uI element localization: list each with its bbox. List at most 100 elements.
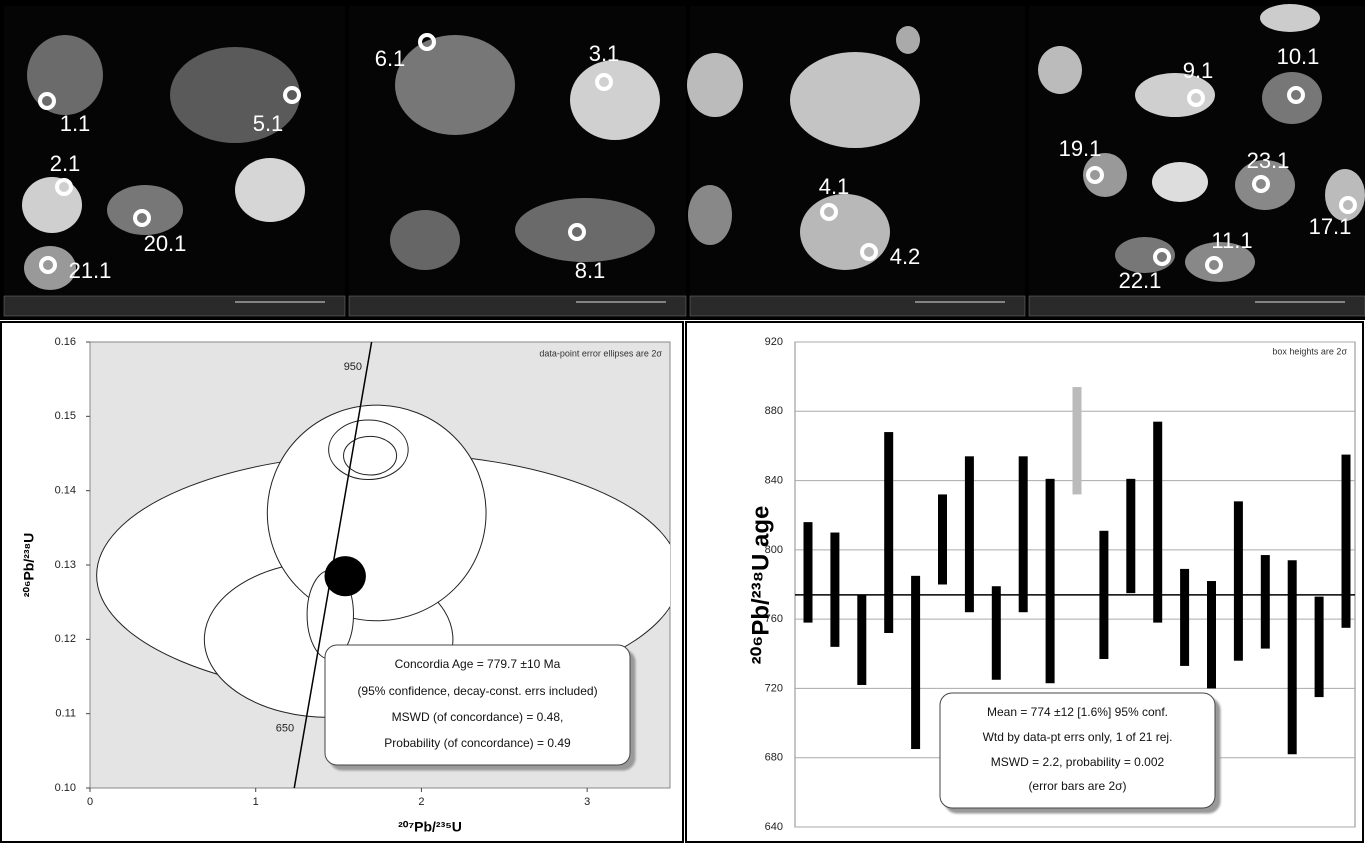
analysis-spot	[860, 243, 878, 261]
x-axis-label: ²⁰⁷Pb/²³⁵U	[398, 819, 462, 835]
error-box	[857, 594, 867, 685]
analysis-spot	[1205, 256, 1223, 274]
y-axis-label: ²⁰⁶Pb/²³⁸U age	[747, 506, 774, 665]
error-box	[911, 575, 921, 750]
analysis-spot	[1287, 86, 1305, 104]
spot-label: 11.1	[1211, 228, 1252, 253]
y-tick-label: 840	[765, 474, 783, 486]
note: box heights are 2σ	[1272, 346, 1347, 356]
spot-label: 2.1	[50, 151, 81, 176]
grain	[1083, 153, 1127, 197]
grain	[24, 246, 76, 290]
annotation-line: MSWD (of concordance) = 0.48,	[392, 710, 564, 724]
y-tick-label: 0.12	[55, 633, 76, 645]
error-box	[1153, 421, 1163, 623]
analysis-spot	[39, 256, 57, 274]
info-bar	[348, 295, 687, 317]
error-box	[964, 456, 974, 613]
spot-label: 6.1	[375, 46, 406, 71]
annotation-line: MSWD = 2.2, probability = 0.002	[991, 755, 1165, 769]
analysis-spot	[595, 73, 613, 91]
spot-label: 3.1	[589, 41, 620, 66]
error-box	[938, 494, 947, 585]
spot-label: 23.1	[1247, 148, 1290, 173]
y-tick-label: 0.16	[55, 336, 76, 348]
error-box	[1126, 478, 1136, 594]
spot-label: 4.2	[890, 244, 921, 269]
spot-label: 21.1	[69, 258, 112, 283]
y-tick-label: 0.14	[55, 485, 76, 497]
error-box	[991, 586, 1001, 680]
spot-label: 4.1	[819, 174, 850, 199]
annotation-box	[324, 644, 631, 766]
spot-label: 1.1	[60, 111, 91, 136]
note: data-point error ellipses are 2σ	[539, 348, 662, 358]
concordia-age-ellipse	[324, 556, 366, 597]
error-box	[1072, 387, 1082, 495]
error-box	[884, 432, 894, 633]
analysis-spot	[1252, 175, 1270, 193]
annotation-line: Concordia Age = 779.7 ±10 Ma	[395, 657, 561, 671]
grain	[687, 53, 743, 117]
grain	[395, 35, 515, 135]
grain	[570, 60, 660, 140]
y-tick-label: 920	[765, 336, 783, 348]
error-ellipse	[266, 404, 487, 622]
analysis-spot	[1153, 248, 1171, 266]
grain	[1235, 160, 1295, 210]
x-tick-label: 0	[87, 796, 93, 808]
analysis-spot	[55, 178, 73, 196]
analysis-spot	[1187, 89, 1205, 107]
grain	[896, 26, 920, 54]
annotation-box	[939, 692, 1216, 809]
grain	[1152, 162, 1208, 202]
analysis-spot	[283, 86, 301, 104]
error-box	[1260, 555, 1270, 649]
spot-label: 9.1	[1183, 58, 1214, 83]
error-box	[1341, 454, 1351, 628]
annotation-line: Wtd by data-pt errs only, 1 of 21 rej.	[983, 730, 1173, 744]
grain	[1262, 72, 1322, 124]
error-box	[1314, 596, 1324, 698]
error-box	[830, 532, 840, 647]
info-bar	[3, 295, 346, 317]
y-tick-label: 720	[765, 682, 783, 694]
grain	[390, 210, 460, 270]
analysis-spot	[568, 223, 586, 241]
y-tick-label: 0.10	[55, 782, 76, 794]
info-bar	[689, 295, 1026, 317]
spot-label: 5.1	[253, 111, 284, 136]
y-axis-label: ²⁰⁶Pb/²³⁸U	[21, 533, 37, 598]
plot	[96, 342, 670, 788]
error-box	[1207, 581, 1216, 689]
analysis-spot	[1339, 196, 1357, 214]
x-tick-label: 2	[418, 796, 424, 808]
y-tick-label: 640	[765, 821, 783, 833]
y-tick-label: 0.11	[55, 708, 76, 720]
grain	[1260, 4, 1320, 32]
analysis-spot	[820, 203, 838, 221]
age-label: 650	[276, 723, 294, 735]
age-label: 950	[344, 361, 362, 373]
error-box	[1287, 560, 1297, 755]
y-tick-label: 0.15	[55, 410, 76, 422]
spot-label: 22.1	[1119, 268, 1162, 293]
grain	[1038, 46, 1082, 94]
x-tick-label: 3	[584, 796, 590, 808]
y-tick-label: 800	[765, 544, 783, 556]
analysis-spot	[38, 92, 56, 110]
spot-label: 10.1	[1277, 44, 1320, 69]
grain	[22, 177, 82, 233]
y-tick-label: 0.13	[55, 559, 76, 571]
annotation-line: (95% confidence, decay-const. errs inclu…	[357, 684, 597, 698]
spot-label: 20.1	[144, 231, 187, 256]
grain	[170, 47, 300, 143]
y-tick-label: 760	[765, 613, 783, 625]
annotation-line: (error bars are 2σ)	[1028, 779, 1126, 793]
spot-label: 19.1	[1059, 136, 1102, 161]
info-bar	[1028, 295, 1365, 317]
error-box	[1233, 501, 1243, 661]
error-box	[803, 522, 813, 623]
spot-label: 8.1	[575, 258, 606, 283]
